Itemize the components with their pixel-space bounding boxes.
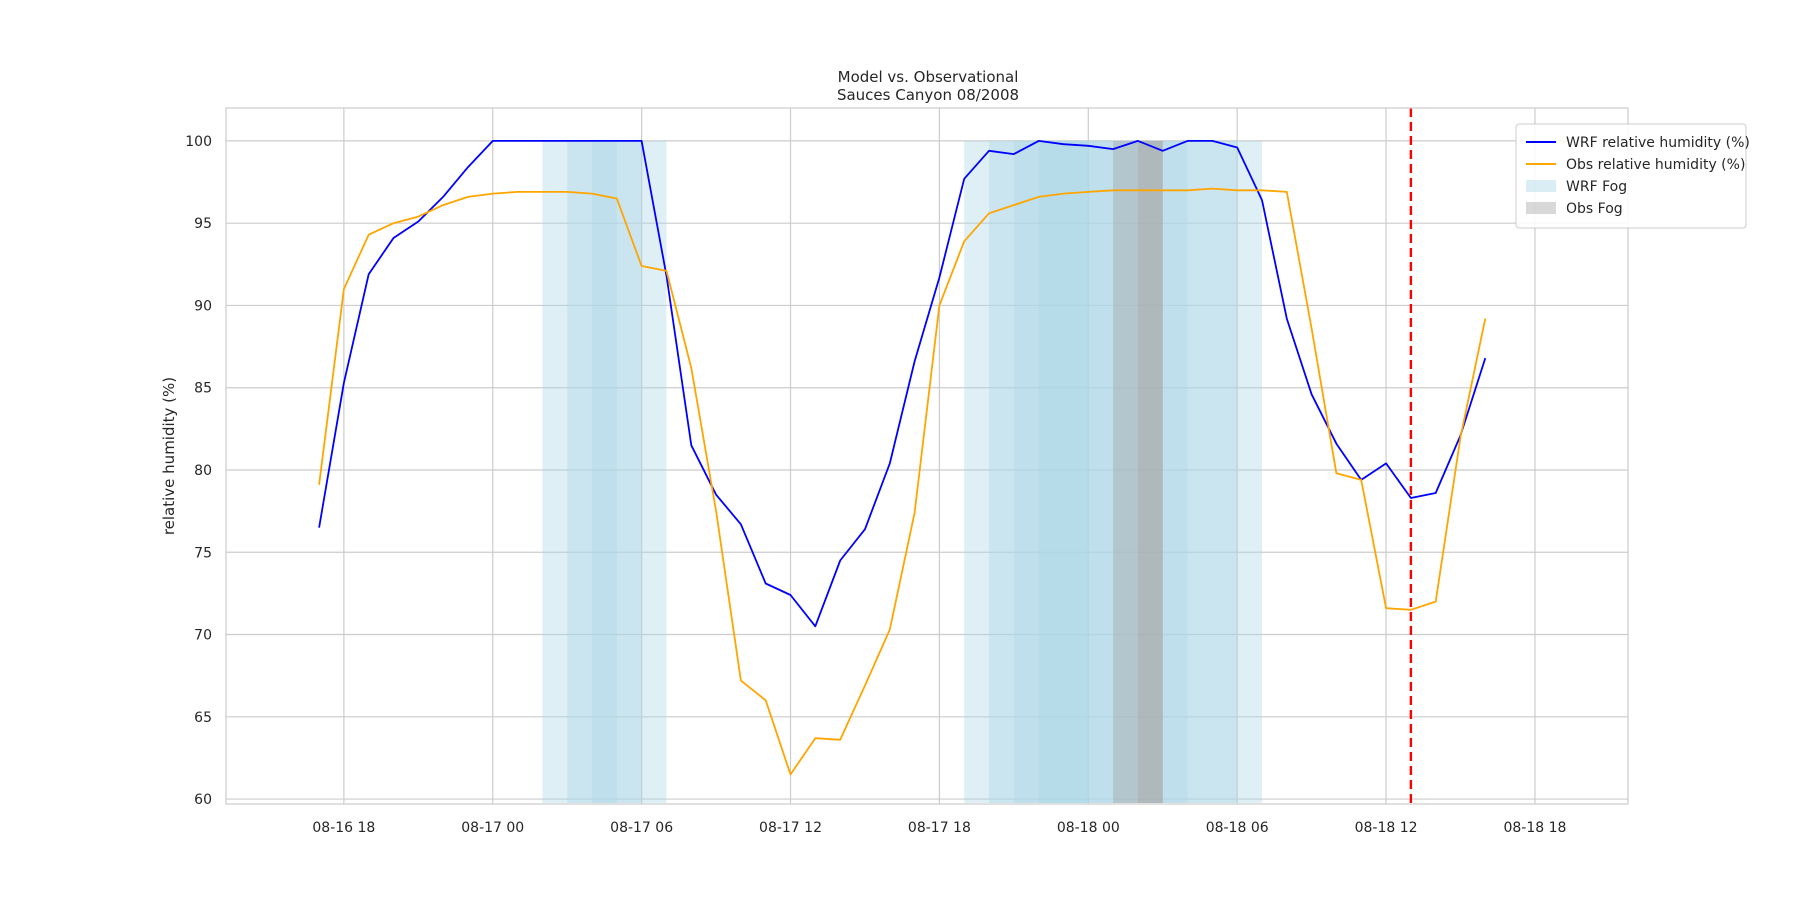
plot-area xyxy=(225,107,1629,805)
y-tick-label: 85 xyxy=(194,381,212,397)
y-tick-label: 80 xyxy=(194,463,212,479)
wrf-fog-band xyxy=(1013,140,1188,803)
wrf-fog-band xyxy=(1038,140,1089,803)
wrf-fog-band xyxy=(989,140,1238,803)
y-tick-label: 100 xyxy=(185,134,212,150)
legend-label: Obs relative humidity (%) xyxy=(1566,157,1745,173)
x-tick-label: 08-17 18 xyxy=(908,820,971,836)
x-axis: 08-16 18 08-17 00 08-17 06 08-17 12 08-17 18… xyxy=(312,820,1566,836)
plot-background xyxy=(226,108,1628,804)
chart-subtitle: Sauces Canyon 08/2008 xyxy=(837,86,1019,104)
obs-humidity-line xyxy=(318,187,1487,776)
x-tick-label: 08-18 18 xyxy=(1503,820,1566,836)
x-tick-label: 08-17 06 xyxy=(610,820,673,836)
wrf-fog-band xyxy=(567,140,642,803)
y-axis: 60 65 70 75 80 85 90 95 100 xyxy=(185,134,212,808)
y-tick-label: 90 xyxy=(194,298,212,314)
y-tick-label: 75 xyxy=(194,545,212,561)
legend-patch-swatch xyxy=(1526,202,1556,214)
legend-label: Obs Fog xyxy=(1566,201,1623,217)
x-tick-label: 08-18 12 xyxy=(1355,820,1418,836)
y-tick-label: 70 xyxy=(194,628,212,644)
y-tick-label: 95 xyxy=(194,216,212,232)
wrf-fog-band xyxy=(592,140,617,803)
plot-frame xyxy=(225,107,1629,805)
wrf-fog-band xyxy=(964,140,1262,803)
legend-label: WRF Fog xyxy=(1566,179,1627,195)
fog-bands xyxy=(542,140,1262,803)
obs-fog-band xyxy=(1137,140,1163,803)
legend: WRF relative humidity (%) Obs relative hu… xyxy=(1515,123,1750,229)
x-tick-label: 08-16 18 xyxy=(312,820,375,836)
y-tick-label: 65 xyxy=(194,710,212,726)
wrf-humidity-line xyxy=(318,139,1487,628)
x-tick-label: 08-18 00 xyxy=(1057,820,1120,836)
legend-patch-swatch xyxy=(1526,180,1556,192)
wrf-fog-band xyxy=(542,140,667,803)
legend-label: WRF relative humidity (%) xyxy=(1566,135,1750,151)
series-lines xyxy=(318,139,1487,776)
x-tick-label: 08-18 06 xyxy=(1206,820,1269,836)
obs-fog-band xyxy=(1137,140,1163,803)
chart-title: Model vs. Observational xyxy=(838,68,1019,86)
y-axis-label: relative humidity (%) xyxy=(160,377,178,535)
obs-fog-band xyxy=(1113,140,1138,803)
x-tick-label: 08-17 00 xyxy=(461,820,524,836)
y-tick-label: 60 xyxy=(194,792,212,808)
legend-box xyxy=(1515,123,1747,229)
x-tick-label: 08-17 12 xyxy=(759,820,822,836)
